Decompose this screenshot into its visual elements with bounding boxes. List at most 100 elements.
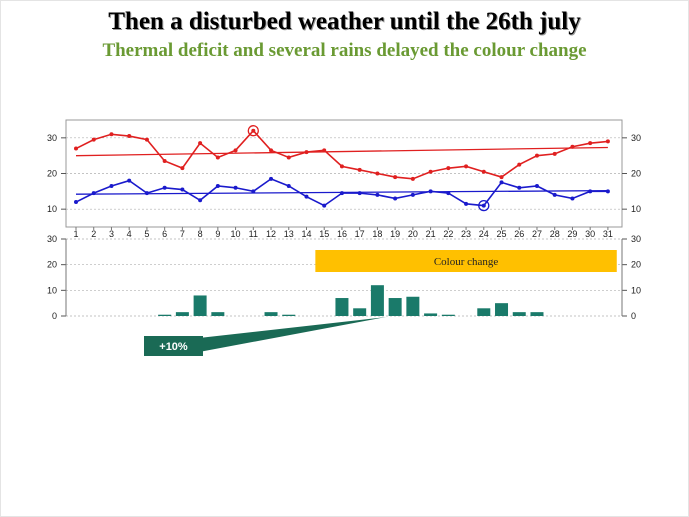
max-temperature-point — [393, 175, 398, 180]
rain-tick-label-right: 20 — [631, 260, 641, 270]
min-temperature-point — [534, 183, 539, 188]
rain-bar — [264, 312, 278, 316]
min-temperature-point — [446, 191, 451, 196]
day-tick-label: 24 — [479, 229, 489, 239]
max-temperature-point — [180, 166, 185, 171]
max-temperature-point — [357, 167, 362, 172]
max-temperature-point — [428, 169, 433, 174]
max-temperature-point — [410, 176, 415, 181]
callout-label: +10% — [159, 341, 188, 353]
max-temperature-point — [198, 141, 203, 146]
day-tick-label: 30 — [585, 229, 595, 239]
day-tick-label: 8 — [198, 229, 203, 239]
day-tick-label: 23 — [461, 229, 471, 239]
colour-change-label: Colour change — [434, 256, 499, 268]
rain-bar — [158, 314, 172, 316]
min-temperature-point — [162, 185, 167, 190]
temperature-tick-label-left: 20 — [47, 169, 57, 179]
callout-pointer — [199, 317, 387, 352]
day-tick-label: 16 — [337, 229, 347, 239]
max-temperature-point — [339, 164, 344, 169]
max-temperature-point — [304, 150, 309, 155]
rain-tick-label-left: 10 — [47, 285, 57, 295]
day-tick-label: 21 — [426, 229, 436, 239]
max-temperature-point — [322, 148, 327, 153]
min-temperature-point — [375, 192, 380, 197]
temperature-tick-label-left: 10 — [47, 204, 57, 214]
min-temperature-point — [464, 201, 469, 206]
min-temperature-point — [127, 178, 132, 183]
min-temperature-point — [605, 189, 610, 194]
day-tick-label: 17 — [355, 229, 365, 239]
max-temperature-point — [215, 155, 220, 160]
max-temperature-circled-extreme — [247, 125, 259, 137]
day-tick-label: 27 — [532, 229, 542, 239]
rain-bar — [530, 312, 544, 316]
rain-tick-label-left: 30 — [47, 234, 57, 244]
max-temperature-point — [534, 153, 539, 158]
day-tick-label: 31 — [603, 229, 613, 239]
max-temperature-point — [269, 148, 274, 153]
day-tick-label: 22 — [443, 229, 453, 239]
rain-bar — [495, 303, 509, 316]
max-temperature-point — [605, 139, 610, 144]
min-temperature-point — [286, 183, 291, 188]
day-tick-label: 14 — [301, 229, 311, 239]
max-temperature-point — [588, 141, 593, 146]
temperature-tick-label-right: 10 — [631, 204, 641, 214]
max-temperature-point — [144, 137, 149, 142]
day-tick-label: 20 — [408, 229, 418, 239]
day-tick-label: 10 — [231, 229, 241, 239]
min-temperature-point — [339, 191, 344, 196]
slide-title: Then a disturbed weather until the 26th … — [108, 8, 581, 35]
max-temperature-point — [552, 151, 557, 156]
day-tick-label: 3 — [109, 229, 114, 239]
min-temperature-point — [393, 196, 398, 201]
temperature-tick-label-left: 30 — [47, 133, 57, 143]
rain-bar — [370, 285, 384, 316]
min-temperature-point — [233, 185, 238, 190]
callout-box — [144, 336, 203, 356]
max-temperature-trend-line — [75, 146, 608, 157]
day-tick-label: 9 — [215, 229, 220, 239]
min-temperature-point — [215, 183, 220, 188]
min-temperature-point — [499, 180, 504, 185]
rain-tick-label-left: 0 — [52, 311, 57, 321]
rain-bar — [282, 314, 296, 316]
max-temperature-point — [91, 137, 96, 142]
rain-bar — [335, 298, 349, 316]
min-temperature-point — [552, 192, 557, 197]
rain-bar — [193, 295, 207, 316]
day-tick-label: 5 — [144, 229, 149, 239]
min-temperature-point — [269, 176, 274, 181]
min-temperature-point — [251, 189, 256, 194]
min-temperature-point — [180, 187, 185, 192]
day-tick-label: 2 — [91, 229, 96, 239]
rain-bar — [441, 314, 455, 316]
day-tick-label: 12 — [266, 229, 276, 239]
min-temperature-point — [91, 191, 96, 196]
max-temperature-point — [570, 144, 575, 149]
rain-bar — [477, 308, 491, 316]
day-tick-label: 26 — [514, 229, 524, 239]
day-tick-label: 28 — [550, 229, 560, 239]
slide-subtitle: Thermal deficit and several rains delaye… — [102, 40, 587, 61]
rain-bar — [175, 312, 189, 316]
min-temperature-point — [74, 200, 78, 205]
min-temperature-point — [198, 198, 203, 203]
min-temperature-point — [357, 191, 362, 196]
rain-tick-label-right: 10 — [631, 285, 641, 295]
day-tick-label: 15 — [319, 229, 329, 239]
max-temperature-point — [127, 134, 132, 139]
rain-bar — [406, 296, 420, 316]
rain-bar — [424, 313, 438, 316]
max-temperature-point — [517, 162, 522, 167]
day-tick-label: 6 — [162, 229, 167, 239]
rain-bar — [353, 308, 367, 316]
temperature-tick-label-right: 30 — [631, 133, 641, 143]
max-temperature-point — [109, 132, 114, 137]
colour-change-band — [315, 250, 617, 272]
min-temperature-point — [570, 196, 575, 201]
min-temperature-circled-extreme — [478, 199, 490, 212]
rain-tick-label-right: 30 — [631, 234, 641, 244]
